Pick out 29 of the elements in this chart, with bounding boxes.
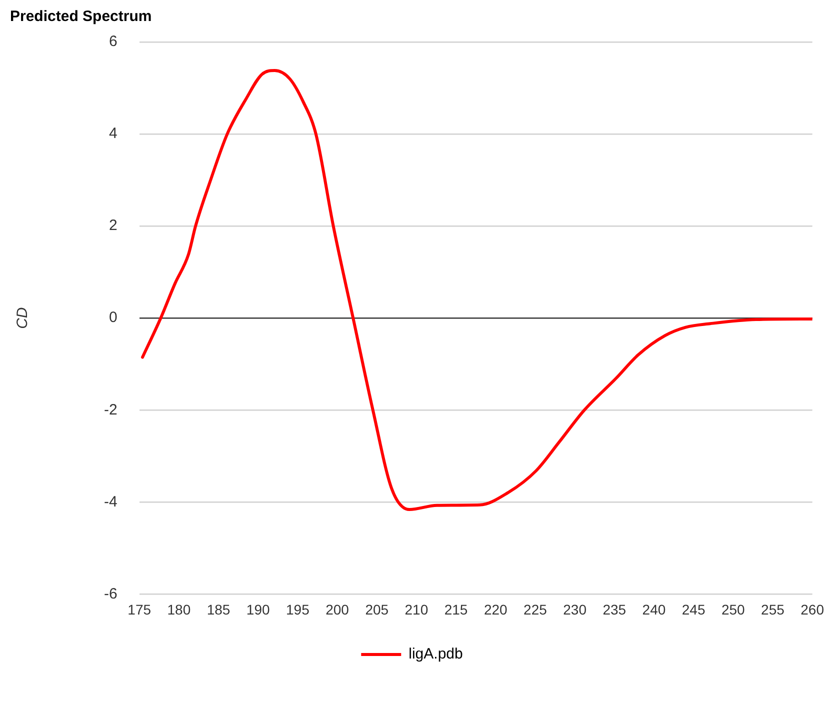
y-tick-label: -6 <box>104 585 118 602</box>
x-tick-label: 240 <box>642 601 666 618</box>
chart-title: Predicted Spectrum <box>10 8 152 26</box>
x-tick-label: 250 <box>721 601 746 618</box>
y-tick-label: 4 <box>108 125 118 142</box>
x-tick-label: 245 <box>682 601 706 618</box>
y-tick-label: 2 <box>108 217 118 234</box>
legend-label: ligA.pdb <box>408 646 463 663</box>
x-tick-label: 225 <box>524 601 548 618</box>
x-tick-label: 235 <box>602 601 626 618</box>
x-tick-label: 255 <box>761 601 785 618</box>
x-tick-label: 215 <box>444 601 468 618</box>
y-tick-label: -2 <box>104 401 118 418</box>
y-tick-label: -4 <box>104 493 118 510</box>
line-series <box>141 69 812 512</box>
x-tick-label: 220 <box>484 601 508 618</box>
x-tick-label: 200 <box>326 601 350 618</box>
x-tick-label: 185 <box>206 601 230 618</box>
y-axis-title: CD <box>14 307 32 329</box>
y-tick-label: 6 <box>108 33 118 50</box>
x-tick-label: 210 <box>404 601 428 618</box>
x-tick-label: 195 <box>286 601 310 618</box>
x-tick-label: 230 <box>563 601 587 618</box>
x-tick-label: 205 <box>365 601 389 618</box>
x-tick-label: 180 <box>167 601 191 618</box>
x-tick-label: 260 <box>800 601 824 618</box>
x-tick-label: 175 <box>128 601 152 618</box>
x-tick-label: 190 <box>246 601 270 618</box>
y-tick-label: 0 <box>108 309 118 326</box>
